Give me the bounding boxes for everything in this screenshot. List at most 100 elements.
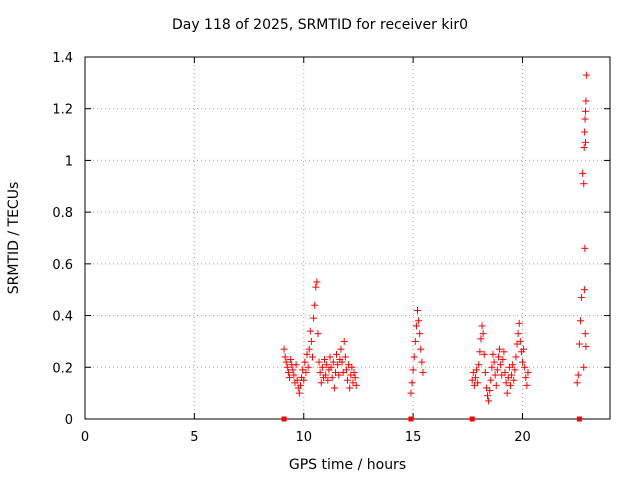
data-point	[496, 345, 504, 353]
x-tick-label: 0	[81, 430, 89, 445]
data-point	[484, 392, 491, 400]
data-point	[491, 371, 499, 379]
data-point	[327, 363, 335, 371]
data-point	[510, 376, 518, 384]
x-tick-label: 20	[514, 430, 531, 445]
data-point	[351, 374, 359, 382]
data-point	[315, 358, 323, 366]
y-tick-label: 1.2	[52, 103, 73, 118]
data-point	[487, 376, 495, 384]
data-point	[411, 337, 419, 345]
data-point	[516, 337, 524, 345]
data-point	[410, 353, 418, 361]
data-point	[497, 361, 505, 369]
data-point	[515, 319, 523, 327]
data-point	[512, 353, 520, 361]
data-point	[475, 361, 483, 369]
data-point	[575, 340, 583, 348]
data-point	[415, 317, 423, 325]
data-point	[312, 283, 320, 291]
data-point	[335, 371, 343, 379]
data-point	[340, 337, 348, 345]
data-point	[501, 368, 509, 376]
data-point	[582, 343, 590, 351]
data-point	[582, 107, 589, 115]
data-point	[580, 144, 588, 151]
y-tick-label: 0.8	[52, 206, 73, 221]
data-point	[328, 374, 336, 382]
data-point	[296, 381, 304, 389]
y-tick-label: 0.6	[52, 258, 73, 273]
data-point	[295, 389, 303, 397]
data-point	[486, 387, 494, 395]
data-point	[581, 128, 589, 136]
y-tick-label: 1.4	[52, 51, 73, 66]
data-point	[314, 330, 322, 338]
data-point	[477, 335, 485, 343]
data-point	[283, 363, 291, 371]
data-point	[287, 356, 295, 364]
data-point	[514, 330, 522, 338]
data-point	[323, 361, 331, 369]
axes-frame	[84, 56, 611, 420]
data-point	[506, 381, 514, 389]
data-point	[578, 293, 586, 301]
data-point	[500, 348, 508, 356]
zero-marker	[408, 416, 414, 422]
data-point	[350, 368, 358, 376]
data-point	[302, 368, 310, 376]
data-point	[580, 363, 588, 371]
data-point	[330, 384, 338, 392]
data-point	[290, 371, 298, 379]
data-point	[316, 368, 324, 376]
data-point	[490, 358, 498, 366]
data-point	[317, 379, 325, 387]
y-axis-label: SRMTID / TECUs	[6, 181, 22, 295]
data-point	[309, 353, 316, 361]
data-point	[478, 322, 486, 330]
data-point	[416, 330, 424, 338]
x-tick-label: 5	[190, 430, 198, 445]
data-point	[346, 384, 354, 392]
data-point	[580, 286, 588, 294]
data-point	[417, 345, 425, 353]
y-tick-label: 0.4	[52, 310, 73, 325]
data-point	[573, 379, 581, 387]
data-point	[519, 358, 526, 366]
data-point	[581, 115, 589, 123]
data-point	[284, 368, 292, 376]
data-point	[524, 368, 532, 376]
data-point	[521, 363, 529, 371]
data-point	[341, 353, 349, 361]
data-point	[509, 361, 517, 369]
axis-ticks: 0 5 10 15 20 0 0.2 0.4 0.6 0.8 1 1.2 1.4	[52, 51, 610, 445]
data-point	[408, 379, 416, 387]
data-point	[511, 366, 519, 374]
y-tick-label: 0	[65, 413, 73, 428]
data-point	[307, 337, 315, 345]
data-point	[502, 379, 510, 387]
data-point	[508, 371, 516, 379]
data-point	[311, 301, 319, 309]
data-point	[579, 169, 587, 177]
data-point	[488, 363, 496, 371]
x-tick-label: 10	[295, 430, 312, 445]
data-point	[485, 397, 493, 405]
data-point	[480, 350, 488, 358]
x-tick-label: 15	[405, 430, 422, 445]
data-point	[493, 366, 501, 374]
data-point	[321, 356, 329, 364]
data-point	[414, 306, 421, 314]
data-point	[304, 363, 312, 371]
data-point	[582, 138, 589, 146]
data-point	[582, 71, 590, 79]
chart-title: Day 118 of 2025, SRMTID for receiver kir…	[171, 17, 469, 33]
data-point	[576, 317, 584, 325]
y-tick-label: 1	[65, 154, 73, 169]
data-point	[344, 376, 351, 384]
data-point	[489, 350, 497, 358]
plot-frame	[84, 56, 611, 420]
data-point	[409, 366, 417, 374]
data-point	[303, 350, 311, 358]
